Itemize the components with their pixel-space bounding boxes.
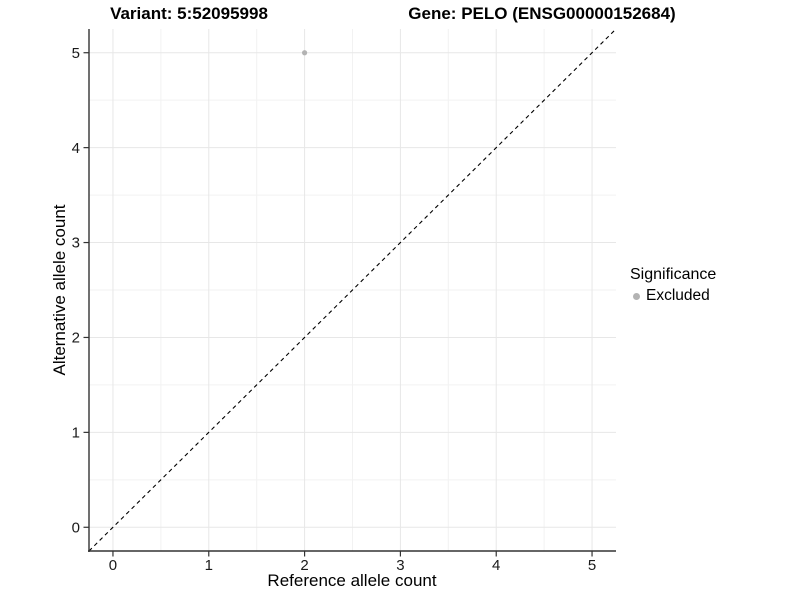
y-axis-tick-label: 4 <box>72 140 80 157</box>
y-axis-tick-label: 1 <box>72 425 80 442</box>
x-axis-tick-label: 0 <box>109 557 117 574</box>
y-axis-tick-label: 0 <box>72 519 80 536</box>
legend-item-excluded: Excluded <box>630 287 716 305</box>
x-axis-tick-label: 5 <box>588 557 596 574</box>
data-point <box>301 50 308 56</box>
y-axis-title: Alternative allele count <box>50 204 69 376</box>
x-axis-title: Reference allele count <box>267 571 437 590</box>
legend-point-icon <box>633 292 640 300</box>
legend-title: Significance <box>630 266 717 283</box>
plot-title-gene: Gene: PELO (ENSG00000152684) <box>408 4 676 23</box>
y-axis-tick-label: 3 <box>72 235 80 252</box>
y-axis-tick-label: 5 <box>72 45 80 62</box>
plot-title-variant: Variant: 5:52095998 <box>110 4 268 23</box>
x-axis-tick-label: 4 <box>492 557 500 574</box>
legend: Significance Excluded <box>630 266 716 305</box>
y-axis-tick-label: 2 <box>72 330 80 347</box>
x-axis-tick-label: 3 <box>396 557 404 574</box>
x-axis-tick-label: 1 <box>205 557 213 574</box>
x-axis-tick-label: 2 <box>300 557 308 574</box>
identity-reference-line <box>88 28 617 552</box>
legend-item-label: Excluded <box>646 287 710 304</box>
